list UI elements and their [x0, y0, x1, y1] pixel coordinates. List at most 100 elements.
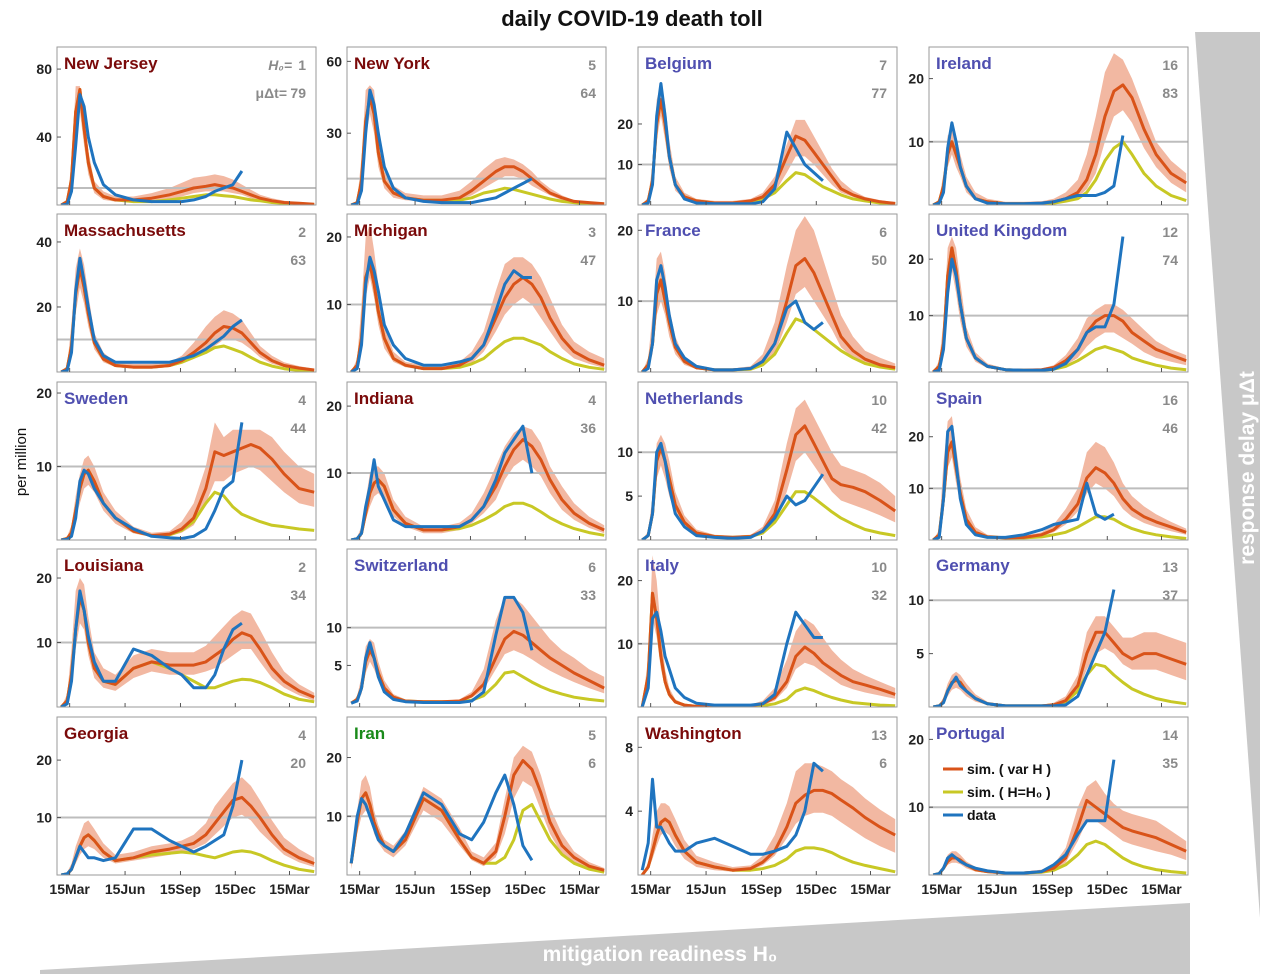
data-line	[641, 441, 825, 540]
y-tick-label: 40	[36, 234, 52, 250]
plot-area	[347, 745, 606, 874]
y-axis-label: per million	[13, 428, 30, 496]
h0-value: 4	[298, 392, 306, 408]
data-line	[350, 88, 533, 205]
y-arrow-label: response delay μΔt	[1236, 371, 1259, 565]
y-arrow-wedge	[1195, 32, 1260, 918]
panel: 10 20 Italy 10 32	[617, 548, 898, 708]
data-line	[61, 422, 244, 540]
uncertainty-band	[351, 223, 605, 372]
uncertainty-band	[61, 422, 315, 540]
panel-title: Georgia	[64, 724, 129, 743]
panel-frame	[928, 46, 1189, 206]
y-tick-label: 20	[908, 429, 924, 445]
sim-line	[350, 95, 605, 205]
panel: 5 10 Germany 13 37	[908, 548, 1189, 708]
panel: 10 20 15Mar 15Jun 15Sep 15Dec 15Mar Iran 5 6	[326, 716, 607, 897]
h0-label: H₀=	[268, 57, 292, 73]
data-line	[640, 610, 823, 707]
sim-line	[350, 262, 605, 372]
sim-line	[641, 98, 896, 205]
panel: 5 10 Switzerland 6 33	[326, 548, 607, 708]
y-tick-label: 10	[36, 459, 52, 475]
plot-area	[347, 424, 606, 540]
panel-frame	[637, 381, 898, 541]
y-tick-label: 10	[908, 480, 924, 496]
h0-value: 14	[1162, 727, 1178, 743]
panel-title: Netherlands	[645, 389, 743, 408]
mu-dt-value: 33	[580, 587, 596, 603]
y-tick-label: 10	[617, 156, 633, 172]
mu-dt-value: 6	[879, 755, 887, 771]
x-tick-label: 15Mar	[630, 881, 671, 897]
y-tick-label: 10	[326, 620, 342, 636]
mu-dt-value: 79	[290, 85, 306, 101]
y-tick-label: 10	[326, 465, 342, 481]
uncertainty-band	[642, 763, 896, 875]
x-arrow-label: mitigation readiness H₀	[543, 943, 778, 966]
mu-dt-value: 77	[871, 85, 887, 101]
panel: 10 20 Spain 16 46	[908, 381, 1189, 541]
panel-frame	[637, 213, 898, 373]
y-tick-label: 8	[625, 739, 633, 755]
h0-value: 16	[1162, 392, 1178, 408]
uncertainty-band	[933, 416, 1187, 540]
h0-value: 10	[871, 392, 887, 408]
x-tick-label: 15Mar	[559, 881, 600, 897]
h0-value: 1	[298, 57, 306, 73]
panel-title: Spain	[936, 389, 982, 408]
panel-background	[929, 717, 1188, 875]
h0-value: 5	[588, 727, 596, 743]
data-line	[932, 424, 1115, 540]
y-tick-label: 10	[908, 134, 924, 150]
x-tick-label: 15Mar	[269, 881, 310, 897]
y-tick-label: 10	[617, 293, 633, 309]
y-tick-label: 60	[326, 53, 342, 69]
panel-title: France	[645, 221, 701, 240]
panel: 10 20 15Mar 15Jun 15Sep 15Dec 15Mar Georgia 4 20	[36, 716, 317, 897]
h0-value: 16	[1162, 57, 1178, 73]
panel: 10 20 Louisiana 2 34	[36, 548, 317, 708]
panel-title: Switzerland	[354, 556, 448, 575]
x-tick-label: 15Sep	[160, 881, 201, 897]
plot-area	[929, 416, 1188, 540]
panel-title: Michigan	[354, 221, 428, 240]
y-tick-label: 20	[617, 573, 633, 589]
x-tick-label: 15Jun	[395, 881, 435, 897]
uncertainty-band	[351, 597, 605, 704]
mu-dt-value: 64	[580, 85, 596, 101]
uncertainty-band	[351, 85, 605, 205]
panel-background	[929, 549, 1188, 707]
plot-area	[347, 595, 606, 705]
panel-title: Belgium	[645, 54, 712, 73]
panel-frame	[346, 381, 607, 541]
panel: 10 20 United Kingdom 12 74	[908, 213, 1189, 373]
h0-value: 5	[588, 57, 596, 73]
panel-frame	[346, 46, 607, 206]
y-tick-label: 20	[326, 398, 342, 414]
panel: 10 20 Michigan 3 47	[326, 213, 607, 373]
panel-title: Ireland	[936, 54, 992, 73]
mu-dt-value: 74	[1162, 252, 1178, 268]
y-tick-label: 10	[326, 808, 342, 824]
panel-title: New York	[354, 54, 430, 73]
panel-frame	[56, 548, 317, 708]
plot-area	[57, 86, 316, 205]
uncertainty-band	[933, 53, 1187, 205]
plot-area	[929, 759, 1188, 875]
uncertainty-band	[351, 745, 605, 873]
panel-frame	[56, 381, 317, 541]
x-tick-label: 15Mar	[850, 881, 891, 897]
y-tick-label: 20	[36, 385, 52, 401]
plot-area	[638, 555, 897, 707]
h0-value: 3	[588, 224, 596, 240]
x-tick-label: 15Jun	[105, 881, 145, 897]
data-line	[61, 93, 244, 205]
x-tick-label: 15Sep	[741, 881, 782, 897]
data-line	[932, 589, 1116, 707]
data-line	[60, 256, 243, 372]
data-line	[932, 121, 1125, 205]
y-tick-label: 20	[36, 752, 52, 768]
h0-value: 2	[298, 559, 306, 575]
y-tick-label: 20	[326, 750, 342, 766]
